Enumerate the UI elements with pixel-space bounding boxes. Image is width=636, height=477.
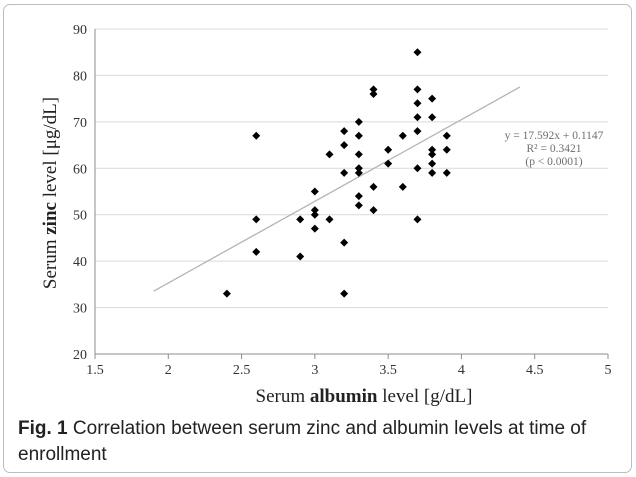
data-point	[222, 289, 231, 298]
data-point	[369, 206, 378, 215]
data-point	[354, 117, 363, 126]
y-tick-label: 30	[73, 302, 87, 317]
data-point	[310, 206, 319, 215]
y-axis-label: Serum zinc level [μg/dL]	[40, 97, 61, 289]
data-point	[413, 99, 422, 108]
data-point	[413, 85, 422, 94]
x-axis-label: Serum albumin level [g/dL]	[256, 386, 473, 407]
data-point	[428, 94, 437, 103]
data-point	[310, 210, 319, 219]
y-tick-label: 60	[73, 162, 87, 177]
trendline-group	[153, 86, 521, 292]
x-tick-label: 4.5	[526, 363, 544, 378]
y-tick-label: 50	[73, 209, 87, 224]
data-point	[413, 215, 422, 224]
y-tick-label: 20	[73, 348, 87, 363]
data-point	[398, 131, 407, 140]
figure-caption: Fig. 1 Correlation between serum zinc an…	[18, 416, 618, 468]
data-point	[442, 131, 451, 140]
data-point	[310, 224, 319, 233]
x-tick-label: 4	[458, 363, 465, 378]
data-point	[428, 168, 437, 177]
data-point	[428, 113, 437, 122]
data-point	[296, 215, 305, 224]
data-point	[428, 145, 437, 154]
data-point	[354, 150, 363, 159]
x-tick-labels: 1.5 2 2.5 3 3.5 4 4.5 5	[86, 363, 611, 378]
x-tick-label: 2.5	[233, 363, 251, 378]
data-point	[398, 182, 407, 191]
y-tick-label: 40	[73, 255, 87, 270]
data-point	[428, 159, 437, 168]
figure-frame: 20 30 40 50 60 70 80 90 1.5 2 2.5 3 3.5 4 4.5 5 y = 17…	[3, 4, 632, 473]
data-point	[325, 150, 334, 159]
grid-lines	[94, 28, 609, 359]
data-point	[384, 145, 393, 154]
data-point	[442, 168, 451, 177]
trendline	[153, 86, 521, 292]
data-point	[413, 127, 422, 136]
data-point	[340, 141, 349, 150]
data-point	[354, 168, 363, 177]
data-point	[369, 182, 378, 191]
data-point	[354, 164, 363, 173]
annotation-line: y = 17.592x + 0.1147	[505, 130, 604, 142]
figure-label: Fig. 1	[18, 418, 68, 439]
data-point	[296, 252, 305, 261]
scatter-chart: 20 30 40 50 60 70 80 90 1.5 2 2.5 3 3.5 4 4.5 5 y = 17…	[40, 23, 612, 407]
data-point	[369, 90, 378, 98]
data-point	[428, 150, 437, 159]
data-point	[413, 113, 422, 122]
caption-text: Correlation between serum zinc and album…	[18, 418, 587, 465]
x-tick-label: 2	[165, 363, 172, 378]
data-point	[384, 159, 393, 168]
data-point	[325, 215, 334, 224]
data-point	[354, 201, 363, 210]
data-point	[340, 168, 349, 177]
x-tick-label: 3.5	[379, 363, 397, 378]
y-tick-labels: 20 30 40 50 60 70 80 90	[73, 23, 87, 363]
x-tick-label: 5	[605, 363, 612, 378]
y-tick-label: 80	[73, 69, 87, 84]
x-tick-label: 3	[311, 363, 318, 378]
y-tick-label: 70	[73, 116, 87, 131]
data-point	[252, 131, 261, 140]
data-point	[252, 247, 261, 256]
data-point	[354, 131, 363, 140]
annotation-line: R² = 0.3421	[527, 143, 582, 155]
data-point	[369, 85, 378, 94]
data-point	[413, 164, 422, 173]
data-point	[340, 289, 349, 298]
data-point	[354, 192, 363, 201]
data-point	[252, 215, 261, 224]
x-tick-label: 1.5	[86, 363, 104, 378]
data-point	[413, 48, 422, 57]
data-point	[442, 145, 451, 154]
annotation-line: (p < 0.0001)	[525, 156, 582, 168]
y-tick-label: 90	[73, 23, 87, 38]
data-point	[340, 127, 349, 136]
data-point	[340, 238, 349, 247]
data-points	[222, 48, 451, 298]
data-point	[310, 187, 319, 196]
